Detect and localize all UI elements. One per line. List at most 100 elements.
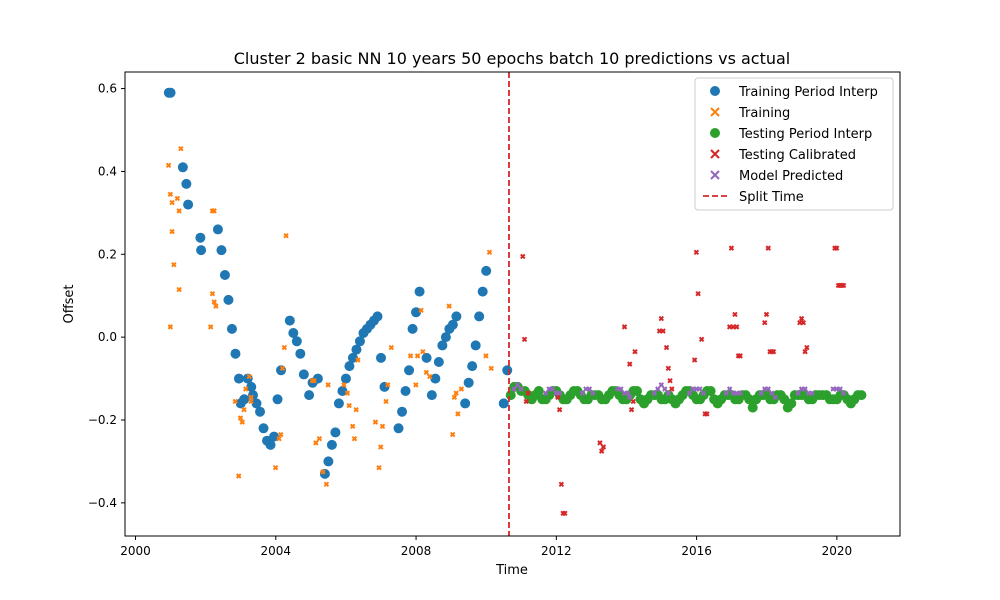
data-point-training-period-interp [347,352,358,363]
data-point-training [278,431,284,438]
data-point-training-stroke-b [169,228,175,235]
data-point-training-period-interp [323,456,334,467]
data-point-training [446,303,452,309]
data-point-testing-calibrated [770,349,777,355]
data-point-training [451,394,458,401]
data-point-training [211,299,217,305]
data-point-training-period-interp [421,352,432,363]
series-testing-calibrated [520,245,847,517]
data-point-training-stroke-b [378,444,384,450]
data-point-testing-calibrated-stroke-b [597,440,603,446]
data-point-training-stroke-b [388,344,394,351]
data-point-model-predicted-stroke-b [625,390,631,396]
data-point-model-predicted-stroke-b [514,382,521,388]
data-point-testing-period-interp [533,386,544,396]
data-point-training [486,249,493,256]
data-point-testing-calibrated [660,328,666,334]
data-point-training [353,407,359,413]
series-training-period-interp [163,87,513,479]
data-point-training-period-interp [330,427,341,438]
data-point-training-stroke-b [453,390,459,396]
data-point-testing-calibrated-stroke-b [525,390,531,396]
data-point-training [383,398,389,405]
data-point-testing-calibrated-stroke-b [840,282,847,289]
data-point-testing-calibrated [833,245,840,251]
data-point-training-period-interp [467,361,478,372]
data-point-model-predicted-stroke-b [590,390,596,396]
data-point-training-stroke-b [351,436,358,442]
data-point-training [311,378,317,384]
data-point-testing-period-interp [786,398,797,409]
data-point-model-predicted [665,390,672,396]
data-point-testing-calibrated [632,349,638,355]
axes-frame [124,71,901,537]
data-point-testing-calibrated-stroke-b [632,349,638,355]
data-point-model-predicted-stroke-b [549,386,556,392]
data-point-training-stroke-b [353,407,359,413]
data-point-training-stroke-b [323,481,330,488]
data-point-model-predicted [655,386,661,392]
data-point-model-predicted [549,386,556,392]
data-point-testing-calibrated-stroke-b [600,444,607,450]
data-point-training [420,349,426,355]
data-point-training-stroke-b [169,199,175,206]
data-point-model-predicted-stroke-b [662,386,668,392]
data-point-training-period-interp [460,398,471,409]
data-point-training [178,146,184,152]
data-point-training-stroke-b [209,291,216,297]
data-point-training-stroke-b [311,378,317,384]
data-point-training-period-interp [246,381,257,392]
data-point-model-predicted [556,390,563,396]
data-point-testing-period-interp [631,386,642,396]
data-point-training [423,369,430,376]
data-point-training-period-interp [288,328,299,338]
data-point-testing-calibrated-stroke-b [558,481,565,488]
data-point-model-predicted-stroke-b [697,386,703,392]
data-point-testing-calibrated [555,394,561,401]
data-point-model-predicted [627,394,633,401]
data-point-testing-calibrated [732,311,738,318]
data-point-training [213,303,219,309]
data-point-training-period-interp [177,162,188,173]
data-point-training-stroke-b [341,382,347,388]
data-point-testing-calibrated [763,311,770,318]
legend-marker-stroke-b [710,170,720,180]
data-point-testing-calibrated-stroke-b [658,315,665,322]
data-point-training-period-interp [344,361,355,372]
data-point-training-period-interp [216,245,227,256]
data-point-training-stroke-b [176,286,182,293]
data-point-testing-calibrated-stroke-b [800,320,807,326]
data-point-training-stroke-b [239,419,245,425]
data-point-training-period-interp [258,423,269,434]
data-point-training-stroke-b [313,440,319,446]
data-point-model-predicted-stroke-b [769,390,775,396]
data-point-testing-calibrated-stroke-b [762,320,768,326]
data-point-training [209,291,216,297]
data-point-testing-calibrated [525,390,531,396]
legend-label: Split Time [739,190,804,205]
data-point-training [237,415,244,421]
data-point-training [248,394,254,401]
data-point-training-period-interp [284,315,295,326]
data-point-training-period-interp [440,332,451,343]
data-point-training [378,444,384,450]
data-point-training-period-interp [433,357,444,367]
data-point-testing-calibrated [562,510,568,517]
data-point-testing-calibrated-stroke-b [698,336,705,343]
data-point-testing-calibrated [698,336,705,343]
data-point-training [281,344,288,351]
data-point-model-predicted-stroke-b [579,390,586,396]
data-point-training-stroke-b [211,208,217,214]
y-tick-label: −0.4 [88,496,117,510]
legend-box [694,77,894,211]
data-point-testing-calibrated [630,398,636,405]
data-point-model-predicted-stroke-b [802,386,808,392]
data-point-training-period-interp [233,373,244,384]
data-point-testing-calibrated [693,249,700,256]
legend-label: Testing Calibrated [738,148,856,163]
data-point-training [351,436,358,442]
data-point-training-period-interp [426,390,437,401]
data-point-training-stroke-b [385,382,391,388]
data-point-testing-calibrated-stroke-b [663,344,670,351]
data-point-training-period-interp [447,319,458,330]
